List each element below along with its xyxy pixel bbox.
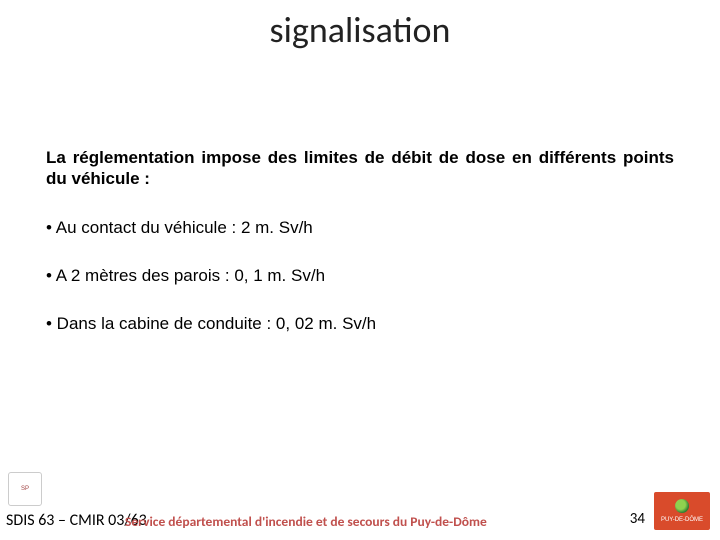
footer-center-text: Service départemental d'incendie et de s… [125,513,487,530]
bullet-item: • A 2 mètres des parois : 0, 1 m. Sv/h [46,266,674,286]
footer: SP SDIS 63 – CMIR 03/63 Service départem… [0,508,720,534]
page-number: 34 [630,510,645,528]
sapeurs-pompiers-logo-icon: SP [8,472,42,506]
logo-right-content: PUY-DE-DÔME [661,499,703,523]
bullet-item: • Dans la cabine de conduite : 0, 02 m. … [46,314,674,334]
intro-text: La réglementation impose des limites de … [46,147,674,190]
slide-body: La réglementation impose des limites de … [0,147,720,334]
bullet-item: • Au contact du véhicule : 2 m. Sv/h [46,218,674,238]
slide: signalisation La réglementation impose d… [0,0,720,540]
puy-de-dome-logo-icon: PUY-DE-DÔME [654,492,710,530]
slide-title: signalisation [0,0,720,52]
